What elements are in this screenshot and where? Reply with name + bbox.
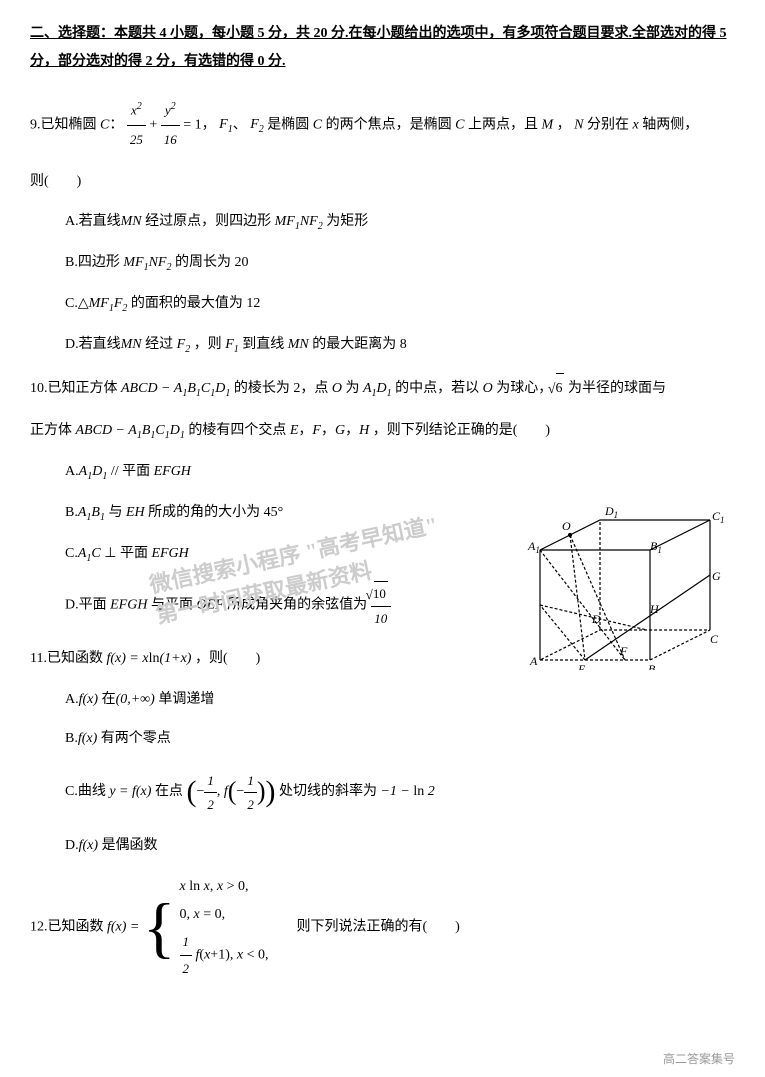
q9-x: x — [632, 117, 642, 132]
q10-t2: 的中点，若以 — [395, 381, 479, 396]
svg-text:B1: B1 — [650, 539, 662, 555]
q9-optA-t: 经过原点，则四边形 — [145, 214, 271, 229]
q9-optD-t2: 的最大距离为 8 — [312, 337, 407, 352]
svg-text:C1: C1 — [712, 509, 725, 525]
q9-option-a: A.若直线MN 经过原点，则四边形 MF1NF2 为矩形 — [65, 209, 735, 236]
q11-option-d: D.f(x) 是偶函数 — [65, 833, 735, 858]
q9-c3: C — [455, 117, 468, 132]
eq: = 1， — [183, 117, 215, 132]
q9-f1: F1 — [219, 117, 233, 132]
q11-optB: 有两个零点 — [101, 731, 171, 746]
q11-suffix: ，则( ) — [195, 651, 260, 666]
question-9: 9.已知椭圆 C： x225 + y216 = 1， F1、 F2 是椭圆 C … — [30, 96, 735, 359]
svg-text:A1: A1 — [527, 539, 540, 555]
footer-mark: 高二答案集号 — [663, 1050, 735, 1069]
q10-sqrt6: 6 — [556, 373, 565, 405]
q11-fx: f(x) = x — [106, 651, 148, 666]
q11-optD: 是偶函数 — [102, 838, 158, 853]
q11-option-b: B.f(x) 有两个零点 — [65, 726, 735, 751]
q11-prefix: 11.已知函数 — [30, 651, 103, 666]
q10-efgh: E — [290, 423, 299, 438]
svg-text:C: C — [710, 632, 719, 646]
svg-text:D: D — [591, 612, 601, 626]
svg-text:F: F — [619, 644, 628, 658]
q12-suffix: 则下列说法正确的有( ) — [296, 919, 459, 934]
q9-text: 9.已知椭圆 C： x225 + y216 = 1， F1、 F2 是椭圆 C … — [30, 96, 735, 155]
plus: + — [149, 117, 160, 132]
q9-prefix: 9.已知椭圆 — [30, 117, 97, 132]
q10-t7: ，则下列结论正确的是( ) — [373, 423, 550, 438]
q9-option-c: C.△MF1F2 的面积的最大值为 12 — [65, 291, 735, 318]
cube-diagram: A E B F C D A1 B1 C1 D1 O G H — [520, 495, 735, 670]
q9-optA-t2: 为矩形 — [326, 214, 368, 229]
q10-option-d: D.平面 EFGH 与平面 OEF 所成角夹角的余弦值为 1010 — [65, 581, 490, 630]
q11-option-c: C.曲线 y = f(x) 在点 (−12, f(−12)) 处切线的斜率为 −… — [65, 765, 735, 819]
q11-optC-s: 处切线的斜率为 — [279, 785, 377, 800]
q11-optC-m: 在点 — [155, 785, 183, 800]
svg-text:D1: D1 — [604, 504, 618, 520]
q9-frac2: y216 — [161, 96, 180, 155]
q10-text2: 正方体 ABCD − A1B1C1D1 的棱有四个交点 E，F，G，H ，则下列… — [30, 416, 735, 447]
q10-t4: 为半径的球面与 — [568, 381, 666, 396]
section-header: 二、选择题：本题共 4 小题，每小题 5 分，共 20 分.在每小题给出的选项中… — [30, 20, 735, 76]
q9-frac1: x225 — [127, 96, 146, 155]
q10-o2: O — [483, 381, 497, 396]
q10-optD-p: 平面 — [79, 598, 107, 613]
q9-t2: 上两点，且 — [468, 117, 538, 132]
q10-cube: ABCD − A1B1C1D1 — [121, 381, 234, 396]
question-12: 12.已知函数 f(x) = { x ln x, x > 0, 0, x = 0… — [30, 873, 735, 982]
q9-option-b: B.四边形 MF1NF2 的周长为 20 — [65, 250, 735, 277]
q9-option-d: D.若直线MN 经过 F2 ，则 F1 到直线 MN 的最大距离为 8 — [65, 332, 735, 359]
q12-text: 12.已知函数 f(x) = { x ln x, x > 0, 0, x = 0… — [30, 873, 735, 982]
q10-optA: // 平面 — [111, 464, 150, 479]
q10-frac: 1010 — [371, 581, 391, 630]
svg-text:O: O — [562, 519, 571, 533]
q9-f2: F2 — [250, 117, 264, 132]
q12-piecewise: { x ln x, x > 0, 0, x = 0, 12 f(x+1), x … — [143, 873, 269, 982]
svg-text:E: E — [577, 662, 586, 670]
q12-prefix: 12.已知函数 — [30, 919, 104, 934]
question-11: 11.已知函数 f(x) = xln(1+x) ，则( ) A.f(x) 在(0… — [30, 644, 735, 858]
svg-text:H: H — [649, 602, 660, 616]
q11-optC-p: 曲线 — [78, 785, 106, 800]
q10-t6: 的棱有四个交点 — [188, 423, 286, 438]
q10-t3: 为球心， — [496, 381, 552, 396]
q9-n: N — [574, 117, 587, 132]
q11-optA: 单调递增 — [158, 692, 214, 707]
q12-fx: f(x) = — [107, 919, 143, 934]
q10-option-a: A.A1D1 // 平面 EFGH — [65, 459, 490, 486]
q9-c2: C — [313, 117, 326, 132]
q10-option-b: B.A1B1 与 EH 所成的角的大小为 45° — [65, 500, 490, 527]
q10-optD-m: 与平面 — [151, 598, 193, 613]
q10-prefix: 10.已知正方体 — [30, 381, 118, 396]
q10-o: O — [332, 381, 346, 396]
q10-optB: 所成的角的大小为 45° — [148, 505, 283, 520]
svg-text:A: A — [529, 654, 538, 668]
svg-text:B: B — [648, 662, 656, 670]
q9-optC-t: 的面积的最大值为 12 — [131, 296, 261, 311]
q9-t3: 分别在 — [587, 117, 629, 132]
q9-optD-t: ，则 — [194, 337, 222, 352]
q9-t1: 的两个焦点，是椭圆 — [326, 117, 452, 132]
svg-text:G: G — [712, 569, 721, 583]
q9-blank: 则( ) — [30, 167, 735, 198]
q10-option-c: C.A1C ⊥ 平面 EFGH — [65, 541, 490, 568]
q11-option-a: A.f(x) 在(0,+∞) 单调递增 — [65, 687, 735, 712]
q9-var-c: C — [100, 117, 109, 132]
q10-t5: 正方体 — [30, 423, 72, 438]
q10-cube2: ABCD − A1B1C1D1 — [76, 423, 189, 438]
q9-m: M — [541, 117, 556, 132]
q10-optC: ⊥ 平面 — [104, 546, 148, 561]
q10-ad: A1D1 — [363, 381, 395, 396]
q10-optD-s: 所成角夹角的余弦值为 — [227, 598, 367, 613]
q10-text: 10.已知正方体 ABCD − A1B1C1D1 的棱长为 2，点 O 为 A1… — [30, 373, 735, 405]
q9-optB-t: 的周长为 20 — [175, 255, 249, 270]
q10-t1: 的棱长为 2，点 — [234, 381, 329, 396]
q9-t4: 轴两侧， — [642, 117, 698, 132]
q9-conj1: 是椭圆 — [267, 117, 309, 132]
